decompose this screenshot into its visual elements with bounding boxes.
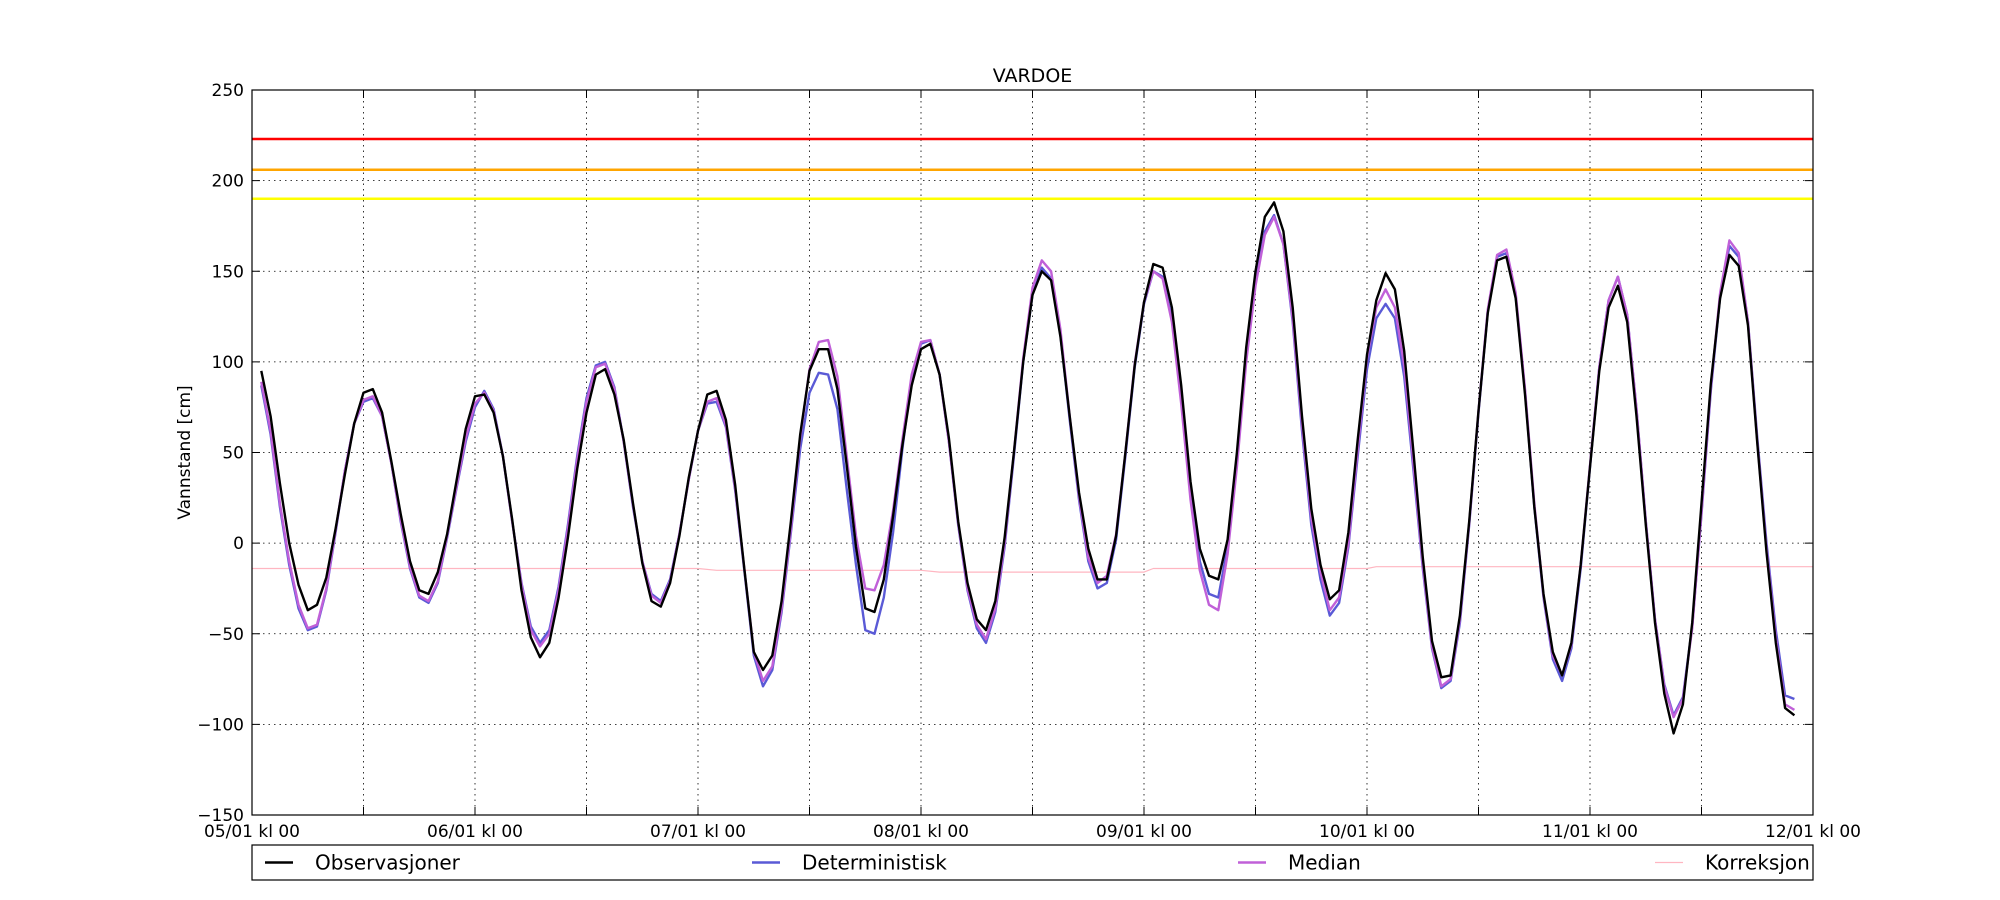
y-tick-label: 0 [233,534,244,554]
legend-label-deterministisk: Deterministisk [802,851,947,875]
x-tick-label: 12/01 kl 00 [1765,822,1861,842]
legend: Observasjoner Deterministisk Median Korreks… [251,844,1814,881]
legend-label-observasjoner: Observasjoner [315,851,461,875]
y-tick-label: 200 [212,172,244,192]
x-tick-label: 09/01 kl 00 [1096,822,1192,842]
tick-layer: −150 −100 −50 0 50 100 150 200 250 05/01 kl 00 06/… [197,81,1861,842]
x-tick-label: 07/01 kl 00 [650,822,746,842]
y-tick-label: 250 [212,81,244,101]
threshold-layer [252,137,1813,200]
y-tick-label: 100 [212,353,244,373]
legend-frame [251,844,1814,881]
series-line-observasjoner [260,201,1796,735]
y-tick-label: 50 [222,444,244,464]
legend-label-korreksjon: Korreksjon [1705,851,1810,875]
x-tick-label: 10/01 kl 00 [1319,822,1415,842]
chart-title: VARDOE [993,65,1073,87]
y-tick-label: −50 [208,625,244,645]
series-line-korreksjon [252,566,1813,573]
y-tick-label: 150 [212,262,244,282]
x-tick-label: 06/01 kl 00 [427,822,523,842]
x-tick-label: 08/01 kl 00 [873,822,969,842]
x-tick-label: 11/01 kl 00 [1542,822,1638,842]
y-axis-label: Vannstand [cm] [175,385,195,519]
y-tick-label: −100 [197,715,244,735]
legend-label-median: Median [1288,851,1361,875]
x-tick-label: 05/01 kl 00 [204,822,300,842]
y-tick-label: −150 [197,806,244,826]
series-layer [252,201,1813,735]
